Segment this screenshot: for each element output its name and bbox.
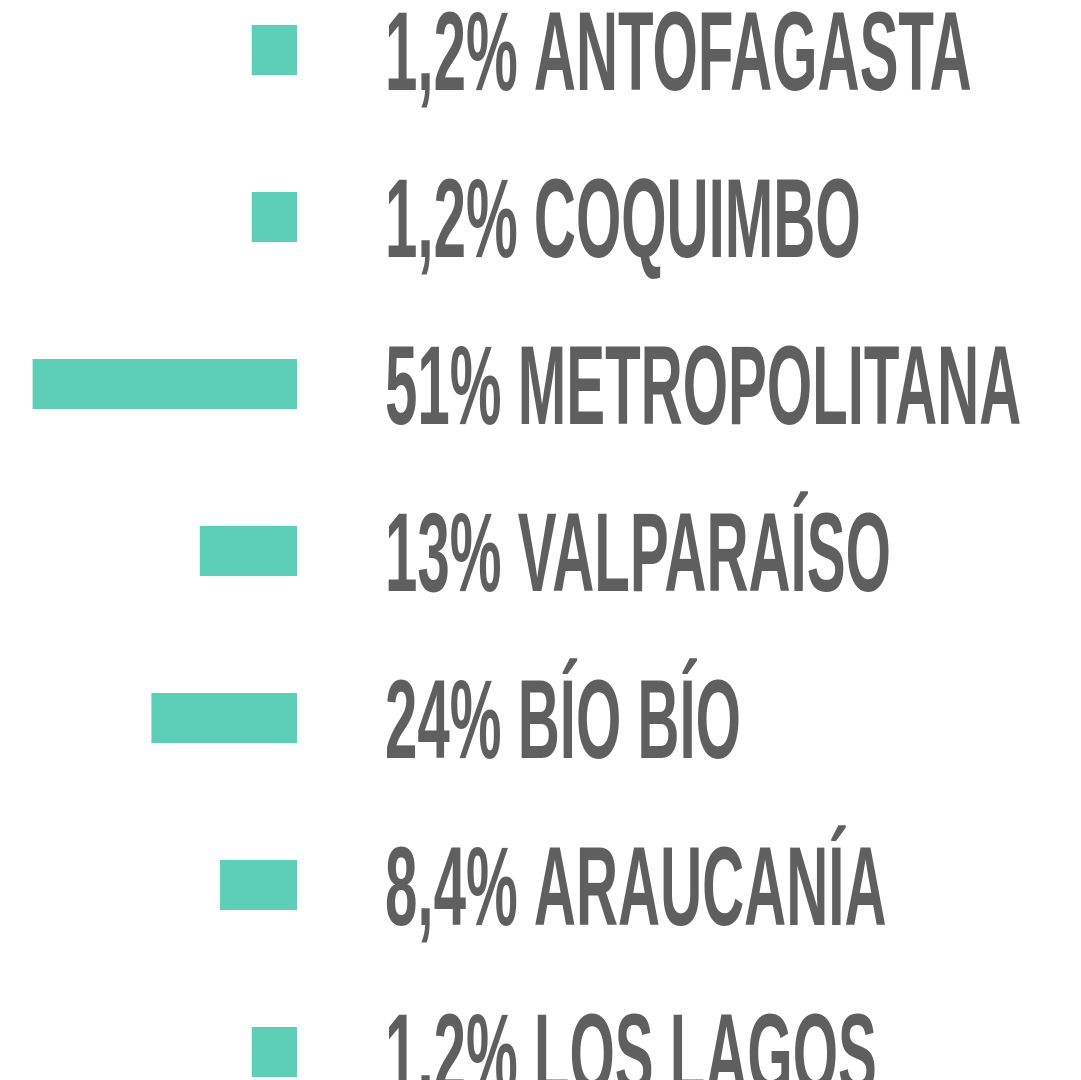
value-label: 1,2% xyxy=(385,990,518,1080)
bar xyxy=(251,1027,297,1077)
value-label: 8,4% xyxy=(385,823,518,948)
bar-label: 1,2% LOS LAGOS xyxy=(385,990,877,1080)
category-label: COQUIMBO xyxy=(534,155,861,280)
value-label: 51% xyxy=(385,322,502,447)
value-label: 13% xyxy=(385,489,502,614)
bar xyxy=(199,526,297,576)
category-label: BÍO BÍO xyxy=(518,656,741,781)
bar-label: 1,2% COQUIMBO xyxy=(385,155,861,280)
category-label: VALPARAÍSO xyxy=(518,489,891,614)
bar-label: 51% METROPOLITANA xyxy=(385,322,1021,447)
category-label: LOS LAGOS xyxy=(534,990,877,1080)
bar-label: 8,4% ARAUCANÍA xyxy=(385,823,887,948)
bar-label: 13% VALPARAÍSO xyxy=(385,489,891,614)
value-label: 1,2% xyxy=(385,0,518,114)
bar-label: 24% BÍO BÍO xyxy=(385,656,741,781)
bar xyxy=(251,192,297,242)
bar xyxy=(151,693,297,743)
category-label: ANTOFAGASTA xyxy=(534,0,972,114)
bar xyxy=(251,25,297,75)
bar xyxy=(32,359,297,409)
value-label: 24% xyxy=(385,656,502,781)
bar xyxy=(220,860,297,910)
value-label: 1,2% xyxy=(385,155,518,280)
category-label: ARAUCANÍA xyxy=(534,823,887,948)
category-label: METROPOLITANA xyxy=(518,322,1022,447)
bar-label: 1,2% ANTOFAGASTA xyxy=(385,0,972,114)
